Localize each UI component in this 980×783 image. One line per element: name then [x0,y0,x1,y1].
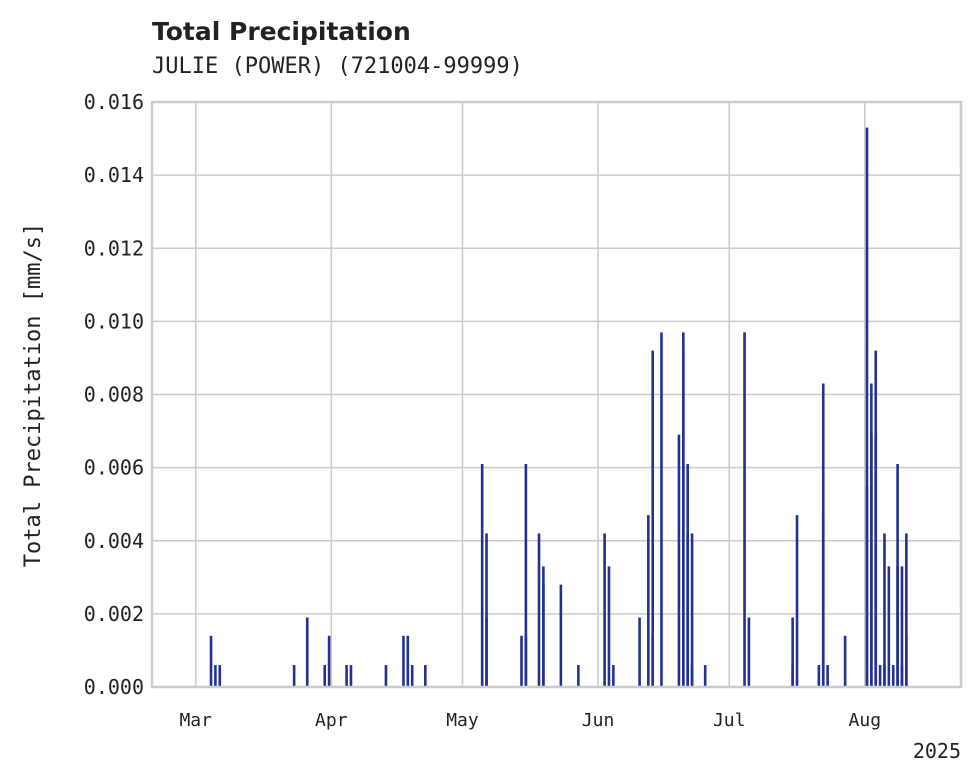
precipitation-bar [410,665,414,687]
precipitation-bar [791,617,794,687]
precipitation-bar [209,635,213,687]
precipitation-bar [214,665,217,687]
precipitation-bar [638,617,641,687]
precipitation-bar [559,584,563,687]
precipitation-bar [520,635,523,687]
precipitation-bar [542,584,545,687]
precipitation-bar [651,635,655,687]
y-tick-label: 0.012 [84,236,144,260]
y-tick-label: 0.000 [84,675,144,699]
x-tick-label: Aug [849,710,882,731]
precipitation-bar [843,635,847,687]
precipitation-bar [603,533,606,687]
precipitation-bar [905,635,908,687]
bar-series [209,127,908,687]
x-axis-ticks: Mar Apr May Jun Jul Aug [179,710,881,731]
precipitation-bar [537,533,541,687]
precipitation-bar [345,665,348,687]
x-tick-label: Mar [179,710,212,731]
precipitation-bar [424,665,427,687]
chart-subtitle: JULIE (POWER) (721004-99999) [152,54,523,79]
precipitation-bar [682,350,685,687]
precipitation-bar [485,617,488,687]
precipitation-bar [323,665,327,687]
plot-frame [150,100,963,689]
y-tick-label: 0.004 [84,529,144,553]
precipitation-bar [865,127,869,687]
x-tick-label: May [446,710,479,731]
precipitation-bar [887,566,891,687]
precipitation-bar [826,665,829,687]
y-axis-ticks: 0.000 0.002 0.004 0.006 0.008 0.010 0.012 0.014… [84,90,144,699]
y-tick-label: 0.016 [84,90,144,114]
precipitation-bar [607,566,611,687]
precipitation-bar [292,665,296,687]
precipitation-bar [743,332,746,687]
precipitation-bar [677,434,681,687]
x-axis-offset-label: 2025 [913,739,961,763]
precipitation-bar [795,515,799,687]
y-tick-label: 0.006 [84,456,144,480]
x-tick-label: Apr [315,710,348,731]
y-tick-label: 0.014 [84,163,144,187]
precipitation-bar [402,635,405,687]
precipitation-bar [900,665,904,687]
precipitation-bar [878,665,882,687]
precipitation-bar [865,485,869,687]
precipitation-bar [883,533,886,687]
precipitation-bar [896,566,899,687]
precipitation-bar [870,383,873,687]
precipitation-bar [485,533,488,687]
precipitation-bar [651,350,655,687]
y-tick-label: 0.010 [84,309,144,333]
x-tick-label: Jul [713,710,746,731]
precipitation-bar [349,665,353,687]
precipitation-bar [747,617,751,687]
precipitation-bar [686,533,689,687]
precipitation-bar [218,665,222,687]
precipitation-bar [891,665,895,687]
precipitation-bar [647,515,650,687]
precipitation-bar [703,665,707,687]
precipitation-bar [817,665,821,687]
chart-title: Total Precipitation [152,17,411,46]
precipitation-bar [660,332,663,687]
precipitation-bar [690,533,694,687]
precipitation-bar [384,665,388,687]
precipitation-bar [821,383,825,687]
y-axis-label: Total Precipitation [mm/s] [21,223,46,567]
precipitation-bar [305,617,309,687]
precipitation-bar [900,566,904,687]
precipitation-bar [612,665,615,687]
y-tick-label: 0.008 [84,383,144,407]
precipitation-bar [524,463,528,687]
precipitation-bar [480,463,484,687]
x-tick-label: Jun [582,710,615,731]
precipitation-bar [905,533,908,687]
precipitation-bar [406,635,410,687]
grid-lines [152,101,961,688]
precipitation-bar [327,635,331,687]
y-tick-label: 0.002 [84,602,144,626]
precipitation-bar [874,434,878,687]
precipitation-bar [577,665,580,687]
